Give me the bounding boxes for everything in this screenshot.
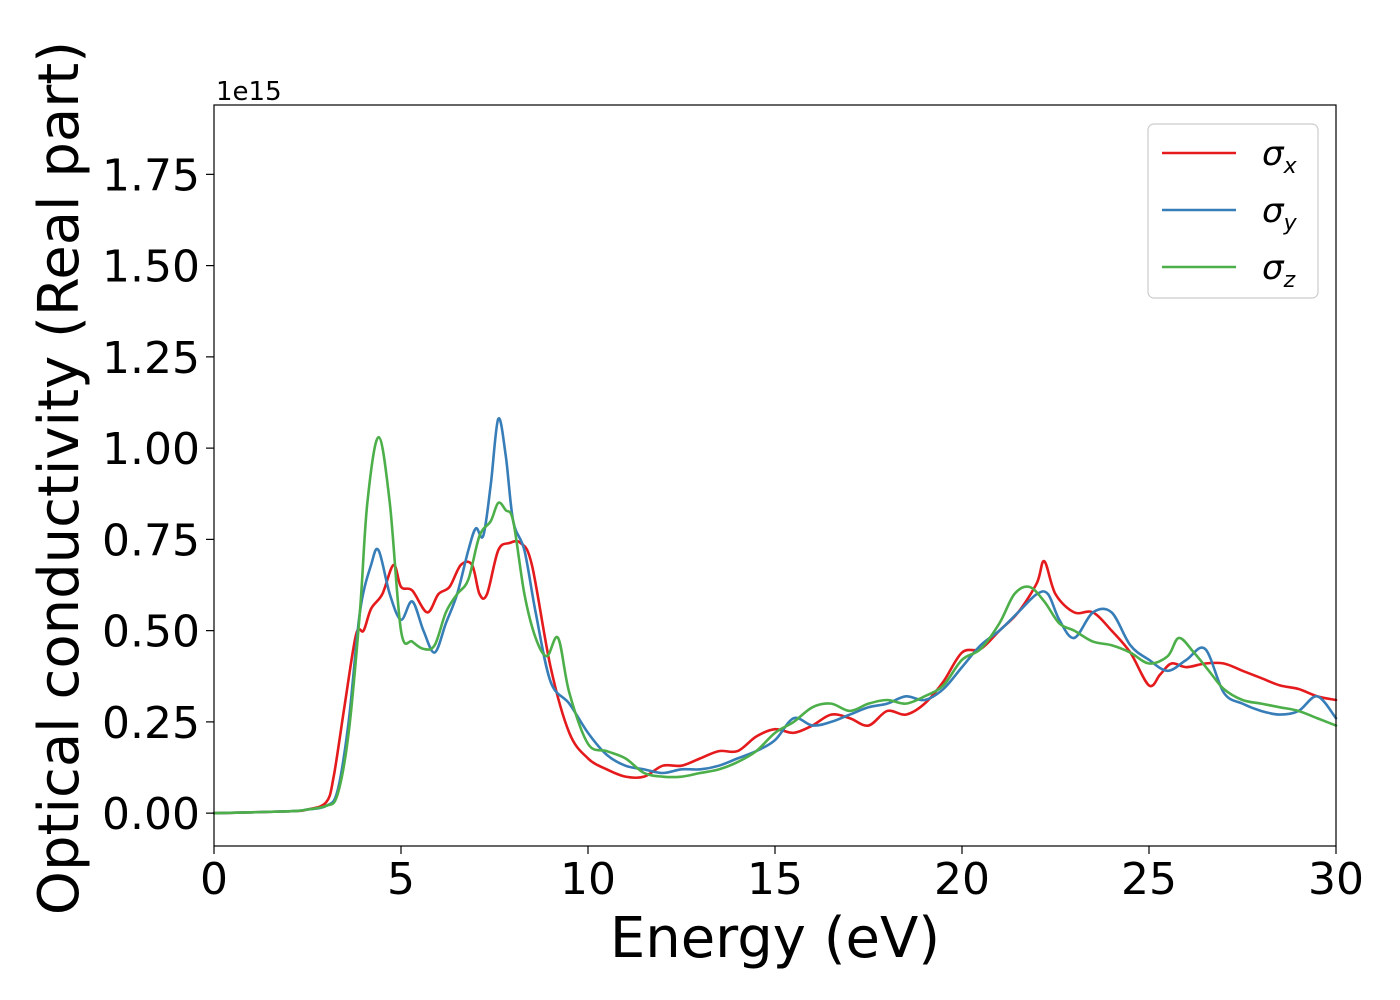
x-tick-label: 0	[200, 854, 228, 905]
series-line-z	[212, 435, 1338, 815]
series-lines	[212, 417, 1338, 815]
y-tick-label: 0.50	[102, 607, 200, 658]
series-line-y	[212, 417, 1338, 815]
y-tick-label: 1.25	[102, 333, 200, 384]
y-axis-label: Optical conductivity (Real part)	[27, 41, 92, 915]
y-offset-label: 1e15	[216, 77, 282, 107]
x-tick-label: 10	[560, 854, 616, 905]
y-ticks: 0.00 0.25 0.50 0.75 1.00 1.25 1.50 1.75	[102, 150, 214, 840]
y-tick-label: 1.75	[102, 150, 200, 201]
y-tick-label: 0.75	[102, 515, 200, 566]
y-tick-label: 1.00	[102, 424, 200, 475]
x-tick-label: 15	[747, 854, 803, 905]
x-tick-label: 20	[934, 854, 990, 905]
legend-subscript: x	[1283, 154, 1298, 179]
x-axis-label: Energy (eV)	[610, 906, 940, 971]
x-ticks: 0 5 10 15 20 25 30	[200, 846, 1364, 905]
legend-subscript: z	[1283, 268, 1296, 293]
y-tick-label: 0.00	[102, 789, 200, 840]
x-tick-label: 5	[387, 854, 415, 905]
y-tick-label: 0.25	[102, 698, 200, 749]
legend-subscript: y	[1283, 211, 1298, 236]
series-line-x	[212, 539, 1338, 815]
x-tick-label: 30	[1308, 854, 1364, 905]
y-tick-label: 1.50	[102, 242, 200, 293]
x-tick-label: 25	[1121, 854, 1177, 905]
